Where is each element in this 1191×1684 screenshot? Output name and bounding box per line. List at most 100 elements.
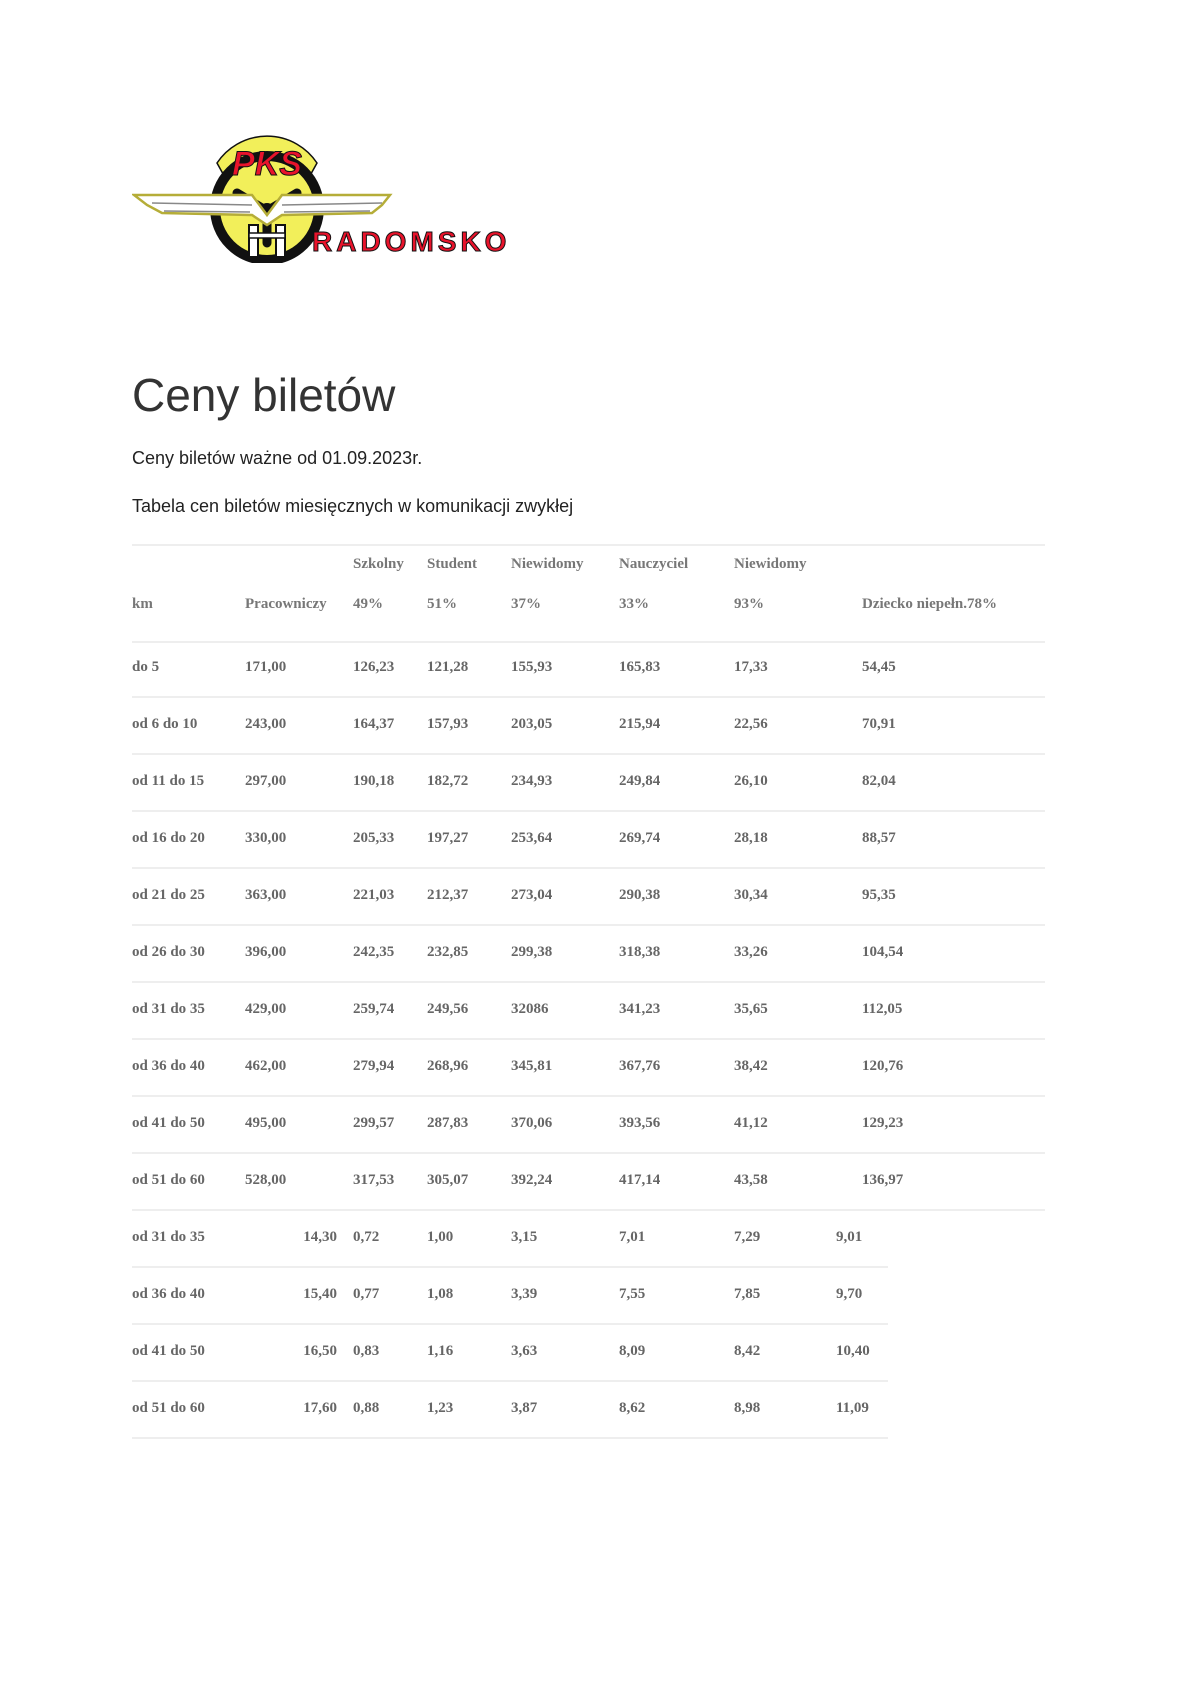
table-row: od 16 do 20 330,00 205,33 197,27 253,64 269,7… [132,812,1045,869]
price-cell: 495,00 [245,1115,287,1131]
price-cell: 215,94 [619,716,661,732]
price-cell: 0,72 [353,1229,380,1245]
page-title: Ceny biletów [132,369,396,421]
km-range-cell: od 51 do 60 [132,1400,205,1416]
price-cell: 33,26 [734,944,768,960]
price-cell: 171,00 [245,659,287,675]
price-cell: 341,23 [619,1001,661,1017]
price-cell: 3,15 [511,1229,538,1245]
price-cell: 112,05 [862,1001,903,1017]
price-cell: 190,18 [353,773,395,789]
column-header: Nauczyciel [619,556,689,572]
price-cell: 7,85 [734,1286,761,1302]
price-cell: 279,94 [353,1058,395,1074]
price-cell: 305,07 [427,1172,469,1188]
km-range-cell: od 36 do 40 [132,1286,205,1302]
price-cell: 221,03 [353,887,395,903]
km-range-cell: od 31 do 35 [132,1001,205,1017]
price-cell: 38,42 [734,1058,768,1074]
table-row: od 31 do 35 14,30 0,72 1,00 3,15 7,01 7,29 9,01 [132,1211,888,1268]
price-cell: 249,84 [619,773,661,789]
validity-text: Ceny biletów ważne od 01.09.2023r. [132,448,423,468]
price-cell: 253,64 [511,830,553,846]
price-cell: 32086 [511,1001,549,1017]
price-cell: 41,12 [734,1115,768,1131]
table-row: od 51 do 60 528,00 317,53 305,07 392,24 417,1… [132,1154,1045,1211]
column-header: 93% [734,596,764,612]
price-cell: 121,28 [427,659,469,675]
km-range-cell: od 31 do 35 [132,1229,205,1245]
table-row: od 26 do 30 396,00 242,35 232,85 299,38 318,3… [132,926,1045,983]
price-cell: 11,09 [836,1400,869,1416]
column-header: 49% [353,596,383,612]
price-cell: 35,65 [734,1001,768,1017]
column-header: Student [427,556,478,572]
price-cell: 232,85 [427,944,469,960]
svg-text:PKS: PKS [232,145,302,183]
pks-radomsko-logo: PKS RADOMSKO [130,133,542,265]
price-cell: 429,00 [245,1001,287,1017]
price-cell: 203,05 [511,716,553,732]
price-cell: 318,38 [619,944,661,960]
price-cell: 8,42 [734,1343,761,1359]
price-cell: 299,38 [511,944,553,960]
km-range-cell: od 11 do 15 [132,773,205,789]
table-header: km Pracowniczy Szkolny 49% Student 51% Niewido… [132,544,1045,643]
km-range-cell: do 5 [132,659,160,675]
price-cell: 0,88 [353,1400,380,1416]
price-cell: 290,38 [619,887,661,903]
column-header: 33% [619,596,649,612]
price-cell: 330,00 [245,830,287,846]
price-cell: 3,87 [511,1400,538,1416]
table-row: od 6 do 10 243,00 164,37 157,93 203,05 215,94… [132,698,1045,755]
price-cell: 88,57 [862,830,896,846]
price-cell: 157,93 [427,716,469,732]
price-cell: 1,08 [427,1286,454,1302]
price-cell: 54,45 [862,659,896,675]
km-range-cell: od 6 do 10 [132,716,198,732]
svg-text:RADOMSKO: RADOMSKO [312,226,510,257]
price-cell: 317,53 [353,1172,395,1188]
price-cell: 22,56 [734,716,768,732]
price-cell: 164,37 [353,716,395,732]
km-range-cell: od 41 do 50 [132,1115,205,1131]
price-cell: 370,06 [511,1115,553,1131]
price-cell: 249,56 [427,1001,469,1017]
price-cell: 104,54 [862,944,904,960]
column-header: 37% [511,596,541,612]
km-range-cell: od 26 do 30 [132,944,205,960]
price-cell: 155,93 [511,659,553,675]
price-cell: 7,29 [734,1229,761,1245]
price-cell: 7,01 [619,1229,646,1245]
table-row: od 31 do 35 429,00 259,74 249,56 32086 341,23… [132,983,1045,1040]
price-cell: 462,00 [245,1058,287,1074]
price-cell: 165,83 [619,659,661,675]
price-cell: 363,00 [245,887,287,903]
price-cell: 8,09 [619,1343,646,1359]
price-cell: 297,00 [245,773,287,789]
column-header: Szkolny [353,556,404,572]
price-cell: 1,16 [427,1343,454,1359]
price-cell: 136,97 [862,1172,904,1188]
table-caption: Tabela cen biletów miesięcznych w komuni… [132,496,574,516]
km-range-cell: od 51 do 60 [132,1172,205,1188]
price-cell: 269,74 [619,830,661,846]
price-cell: 9,70 [836,1286,863,1302]
price-cell: 8,62 [619,1400,646,1416]
price-cell: 528,00 [245,1172,287,1188]
price-cell: 82,04 [862,773,896,789]
price-cell: 26,10 [734,773,768,789]
price-cell: 8,98 [734,1400,761,1416]
table-row: od 51 do 60 17,60 0,88 1,23 3,87 8,62 8,98 11,0… [132,1382,888,1439]
price-cell: 259,74 [353,1001,395,1017]
table-row: od 11 do 15 297,00 190,18 182,72 234,93 249,8… [132,755,1045,812]
price-cell: 1,23 [427,1400,454,1416]
table-row: od 36 do 40 462,00 279,94 268,96 345,81 367,7… [132,1040,1045,1097]
column-header: Niewidomy [511,556,584,572]
table-row: do 5 171,00 126,23 121,28 155,93 165,83 17,33 5… [132,641,1045,698]
price-cell: 9,01 [836,1229,863,1245]
column-header: Pracowniczy [245,596,327,612]
price-cell: 120,76 [862,1058,904,1074]
price-cell: 243,00 [245,716,287,732]
table-row: od 41 do 50 16,50 0,83 1,16 3,63 8,09 8,42 10,4… [132,1325,888,1382]
